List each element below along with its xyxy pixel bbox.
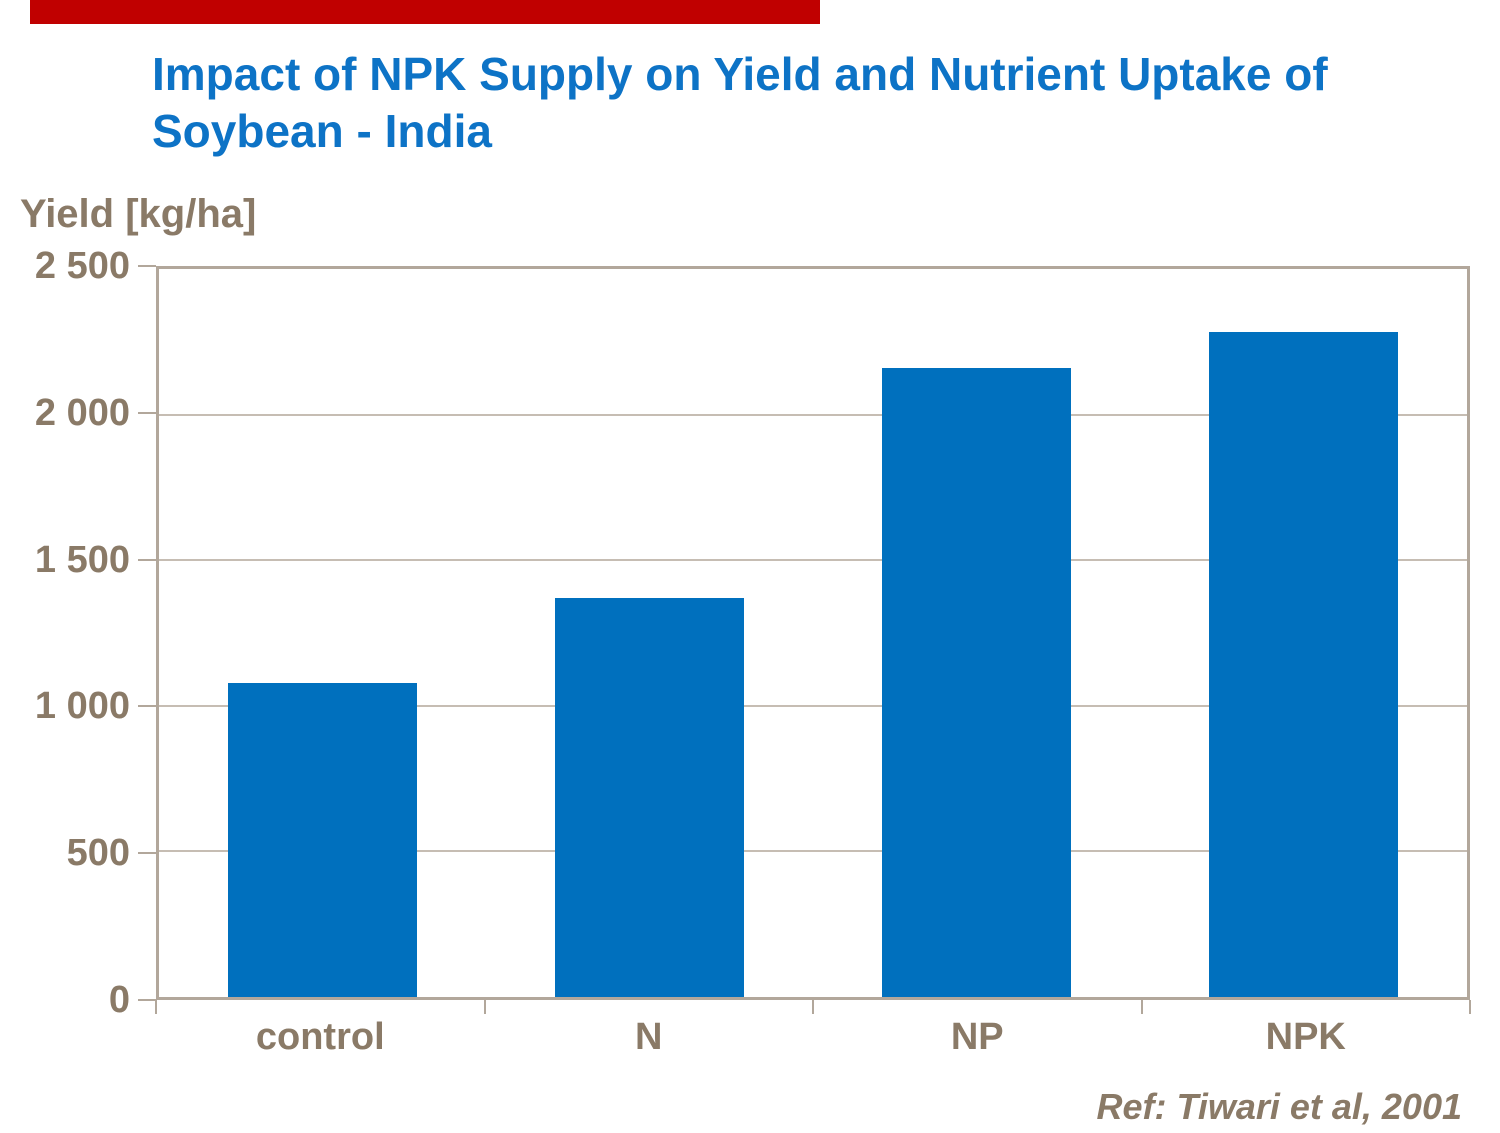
y-axis-tick-marks <box>138 265 156 1001</box>
x-tick-label-control: control <box>255 1016 385 1058</box>
x-axis-labels: control N NP NPK <box>156 1014 1470 1060</box>
y-tick-label-1000: 1 000 <box>34 685 130 728</box>
x-tick-mark-2 <box>812 1000 814 1014</box>
x-tick-mark-1 <box>483 1000 486 1014</box>
y-tick-label-2500: 2 500 <box>34 245 130 287</box>
y-tick-mark-500 <box>138 852 156 855</box>
y-tick-mark-1000 <box>138 705 156 708</box>
y-tick-mark-2500 <box>138 265 156 267</box>
red-accent-bar <box>30 0 820 24</box>
gridline-500 <box>159 850 1467 853</box>
x-tick-label-NP: NP <box>950 1016 1004 1058</box>
y-tick-label-500: 500 <box>66 832 130 875</box>
bar-cell-NPK <box>1140 269 1467 997</box>
slide-title-line1: Impact of NPK Supply on Yield and Nutrie… <box>152 48 1328 100</box>
x-tick-mark-4 <box>1469 1000 1471 1014</box>
bar-control <box>228 682 417 997</box>
y-axis-title: Yield [kg/ha] <box>20 192 257 236</box>
bar-cell-N <box>486 269 813 997</box>
bars-row <box>159 269 1467 997</box>
y-tick-label-0: 0 <box>108 979 130 1021</box>
x-axis-tick-marks <box>155 1000 1471 1014</box>
plot-area <box>156 266 1470 1000</box>
y-tick-mark-2000 <box>138 411 156 414</box>
y-tick-label-1500: 1 500 <box>34 538 130 581</box>
gridline-2000 <box>159 413 1467 416</box>
bar-N <box>555 598 744 997</box>
bar-cell-control <box>159 269 486 997</box>
y-tick-mark-0 <box>138 999 156 1001</box>
bar-NP <box>882 368 1071 997</box>
y-tick-label-2000: 2 000 <box>34 391 130 434</box>
reference-citation: Ref: Tiwari et al, 2001 <box>1096 1086 1462 1127</box>
y-tick-mark-1500 <box>138 558 156 561</box>
y-axis-labels: 0 500 1 000 1 500 2 000 2 500 <box>0 245 130 1021</box>
x-tick-mark-0 <box>155 1000 157 1014</box>
gridline-1000 <box>159 704 1467 707</box>
x-tick-mark-3 <box>1140 1000 1143 1014</box>
gridline-1500 <box>159 559 1467 562</box>
x-tick-label-N: N <box>635 1016 663 1058</box>
slide-title-line2: Soybean - India <box>152 105 492 157</box>
bar-NPK <box>1209 331 1398 997</box>
slide-title: Impact of NPK Supply on Yield and Nutrie… <box>152 46 1482 160</box>
bar-cell-NP <box>813 269 1140 997</box>
x-tick-label-NPK: NPK <box>1265 1016 1346 1058</box>
